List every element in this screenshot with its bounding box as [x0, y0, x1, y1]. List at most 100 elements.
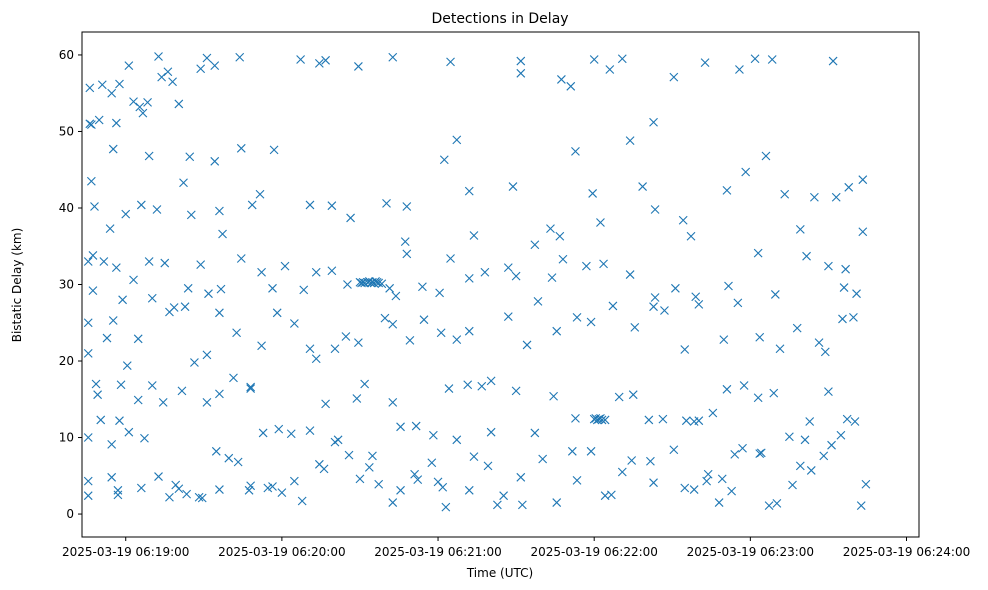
detection-point — [555, 231, 565, 241]
detection-point — [91, 379, 101, 389]
detection-point — [305, 426, 315, 436]
detection-point — [147, 381, 157, 390]
detection-point — [380, 313, 390, 323]
detection-point — [755, 449, 765, 458]
detection-point — [427, 458, 437, 468]
detection-point — [809, 192, 819, 202]
detection-point — [717, 474, 727, 484]
detection-point — [297, 496, 307, 506]
detection-point — [558, 254, 568, 264]
detection-point — [597, 415, 607, 425]
detection-point — [280, 261, 290, 271]
detection-point — [107, 88, 117, 98]
detection-point — [118, 295, 127, 305]
detection-point — [330, 344, 340, 354]
detection-point — [567, 446, 577, 456]
detection-point — [85, 119, 95, 129]
detection-point — [396, 485, 405, 495]
detection-point — [272, 308, 282, 318]
detection-point — [671, 283, 680, 293]
detection-point — [236, 143, 246, 153]
detection-point — [586, 317, 596, 327]
detection-point — [571, 146, 580, 156]
detection-point — [204, 289, 213, 299]
detection-point — [202, 350, 212, 360]
detection-point — [157, 72, 167, 82]
detection-point — [186, 210, 196, 220]
detection-point — [552, 326, 562, 336]
detection-point — [630, 322, 640, 332]
detection-point — [210, 156, 220, 166]
detection-point — [122, 361, 132, 370]
detection-point — [102, 333, 112, 343]
detection-point — [99, 257, 109, 266]
detection-point — [286, 429, 296, 439]
detection-point — [352, 394, 362, 403]
detection-point — [321, 55, 330, 65]
detection-point — [236, 254, 246, 263]
detection-point — [549, 391, 558, 401]
detection-point — [788, 480, 797, 490]
detection-point — [599, 259, 608, 269]
detection-point — [625, 270, 635, 279]
detection-point — [755, 332, 765, 342]
detection-point — [311, 267, 321, 277]
detection-point — [174, 484, 184, 494]
detection-point — [708, 408, 718, 418]
detection-point — [224, 453, 234, 463]
detection-point — [680, 345, 690, 354]
detection-point — [388, 52, 398, 62]
detection-point — [722, 384, 732, 394]
detection-point — [215, 485, 224, 494]
detection-point — [649, 302, 658, 312]
detection-point — [136, 483, 146, 493]
detection-point — [411, 421, 421, 431]
detection-point — [538, 454, 548, 464]
detection-point — [689, 485, 699, 494]
detection-point — [402, 249, 412, 259]
detection-point — [452, 135, 462, 145]
detection-point — [374, 278, 384, 288]
detection-point — [522, 340, 532, 350]
detection-point — [289, 476, 299, 486]
detection-point — [694, 300, 704, 309]
detection-point — [435, 288, 444, 298]
detection-point — [433, 477, 443, 487]
detection-point — [464, 273, 474, 283]
detection-point — [516, 56, 526, 66]
detection-point — [246, 384, 256, 393]
detection-point — [121, 209, 131, 219]
detection-point — [154, 472, 163, 481]
detection-point — [831, 192, 841, 202]
x-tick-label: 2025-03-19 06:19:00 — [62, 545, 189, 559]
detection-point — [360, 379, 370, 389]
detection-point — [530, 428, 540, 438]
detection-point — [152, 205, 162, 214]
detection-point — [388, 397, 398, 407]
detection-point — [508, 182, 518, 191]
detection-point — [678, 215, 688, 225]
plot-area — [82, 32, 919, 537]
detection-point — [247, 200, 257, 210]
detection-point — [93, 390, 103, 400]
detection-point — [202, 397, 212, 407]
detection-point — [770, 290, 780, 299]
detection-point — [160, 258, 170, 268]
detection-point — [413, 475, 423, 485]
y-axis-label: Bistatic Delay (km) — [10, 228, 24, 343]
detection-point — [469, 231, 479, 240]
detection-point — [589, 55, 599, 64]
detection-point — [83, 348, 93, 358]
detection-point — [364, 462, 374, 472]
detection-point — [144, 151, 154, 161]
y-axis-ticks: 0 10 20 30 40 50 60 — [59, 48, 82, 521]
detection-point — [756, 448, 766, 458]
detection-point — [477, 381, 487, 391]
detection-point — [374, 479, 384, 489]
detection-point — [780, 189, 790, 199]
detection-point — [739, 381, 749, 390]
detection-point — [511, 386, 521, 396]
detection-point — [88, 251, 98, 260]
detection-point — [446, 254, 455, 263]
detection-point — [144, 257, 154, 266]
